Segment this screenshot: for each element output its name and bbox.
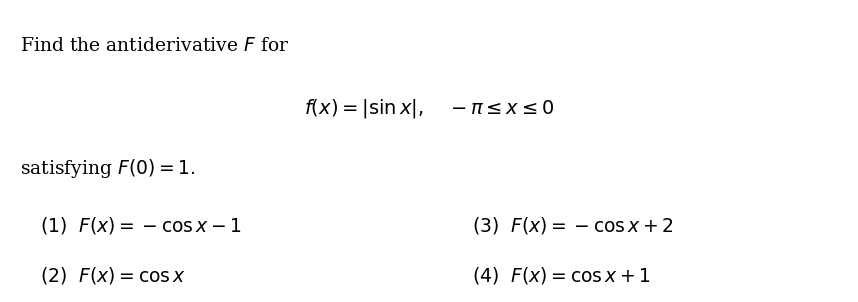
Text: $f(x) = |\sin x|, \quad -\pi \leq x \leq 0$: $f(x) = |\sin x|, \quad -\pi \leq x \leq… bbox=[304, 97, 554, 120]
Text: $(1)$  $F(x) = -\cos x - 1$: $(1)$ $F(x) = -\cos x - 1$ bbox=[39, 215, 242, 236]
Text: $(4)$  $F(x) = \cos x + 1$: $(4)$ $F(x) = \cos x + 1$ bbox=[472, 265, 650, 286]
Text: $(2)$  $F(x) = \cos x$: $(2)$ $F(x) = \cos x$ bbox=[39, 265, 185, 286]
Text: satisfying $F(0) = 1.$: satisfying $F(0) = 1.$ bbox=[21, 157, 196, 180]
Text: Find the antiderivative $F$ for: Find the antiderivative $F$ for bbox=[21, 37, 289, 55]
Text: $(3)$  $F(x) = -\cos x + 2$: $(3)$ $F(x) = -\cos x + 2$ bbox=[472, 215, 674, 236]
